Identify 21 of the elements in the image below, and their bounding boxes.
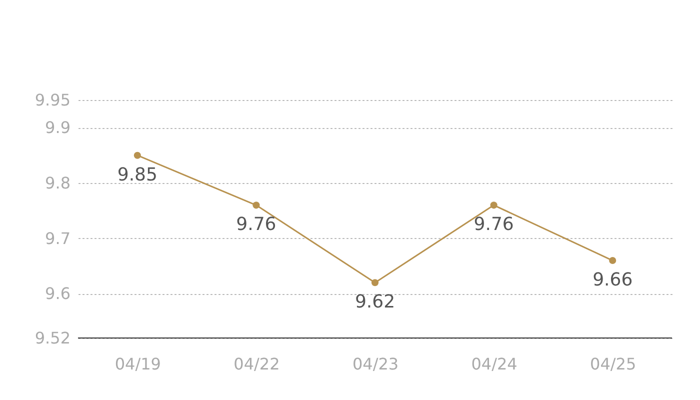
point — [490, 202, 498, 209]
y-tick-label: 9.7 — [45, 228, 70, 248]
y-tick-label: 9.52 — [34, 328, 70, 348]
data-label: 9.76 — [474, 214, 514, 236]
y-tick-label: 9.9 — [45, 118, 70, 138]
data-label: 9.76 — [236, 214, 276, 236]
y-tick-label: 9.6 — [45, 284, 70, 304]
point — [252, 202, 260, 209]
x-tick-label: 04/23 — [352, 354, 399, 374]
y-tick-label: 9.8 — [45, 174, 70, 193]
point — [371, 279, 379, 286]
data-label: 9.62 — [354, 292, 396, 313]
y-tick-label: 9.95 — [34, 90, 70, 110]
point — [134, 152, 141, 159]
data-label: 9.85 — [117, 164, 158, 186]
x-tick-label: 04/19 — [114, 354, 161, 374]
x-tick-label: 04/24 — [471, 354, 518, 374]
data-label: 9.66 — [592, 270, 633, 291]
x-tick-label: 04/22 — [234, 354, 280, 374]
x-tick-label: 04/25 — [590, 354, 636, 374]
point — [609, 256, 616, 264]
